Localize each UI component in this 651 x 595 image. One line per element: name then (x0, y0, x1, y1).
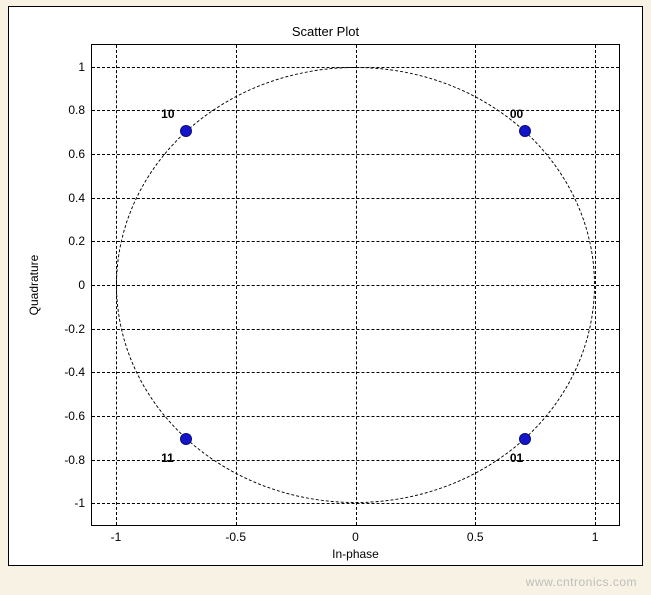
y-tick-label: 1 (78, 60, 85, 74)
x-axis-label: In-phase (91, 547, 620, 561)
y-tick-label: -0.6 (64, 409, 85, 423)
frame-border (8, 6, 643, 7)
y-axis-label: Quadrature (27, 255, 41, 316)
y-tick-label: -0.8 (64, 453, 85, 467)
x-tick-label: 0 (352, 530, 359, 544)
x-tick-label: -1 (111, 530, 122, 544)
y-tick-label: -0.2 (64, 322, 85, 336)
constellation-point (180, 125, 192, 137)
x-tick-label: -0.5 (225, 530, 246, 544)
constellation-point (519, 125, 531, 137)
constellation-point (180, 433, 192, 445)
y-tick-label: 0 (78, 278, 85, 292)
y-tick-label: 0.2 (68, 234, 85, 248)
y-tick-label: 0.6 (68, 147, 85, 161)
watermark: www.cntronics.com (526, 575, 637, 589)
frame-border (8, 565, 643, 566)
constellation-point-label: 10 (161, 107, 174, 121)
y-tick-label: -0.4 (64, 365, 85, 379)
x-tick-label: 1 (592, 530, 599, 544)
frame-border (642, 6, 643, 566)
constellation-point-label: 00 (510, 107, 523, 121)
x-tick-label: 0.5 (467, 530, 484, 544)
plot-area: 00 10 01 11 (91, 44, 620, 526)
frame-border (8, 6, 9, 566)
y-tick-label: -1 (74, 496, 85, 510)
constellation-point-label: 11 (161, 451, 174, 465)
grid-line-horizontal (92, 503, 619, 504)
constellation-point (519, 433, 531, 445)
plot-title: Scatter Plot (0, 24, 651, 39)
y-tick-label: 0.4 (68, 191, 85, 205)
constellation-point-label: 01 (510, 451, 523, 465)
y-tick-label: 0.8 (68, 103, 85, 117)
